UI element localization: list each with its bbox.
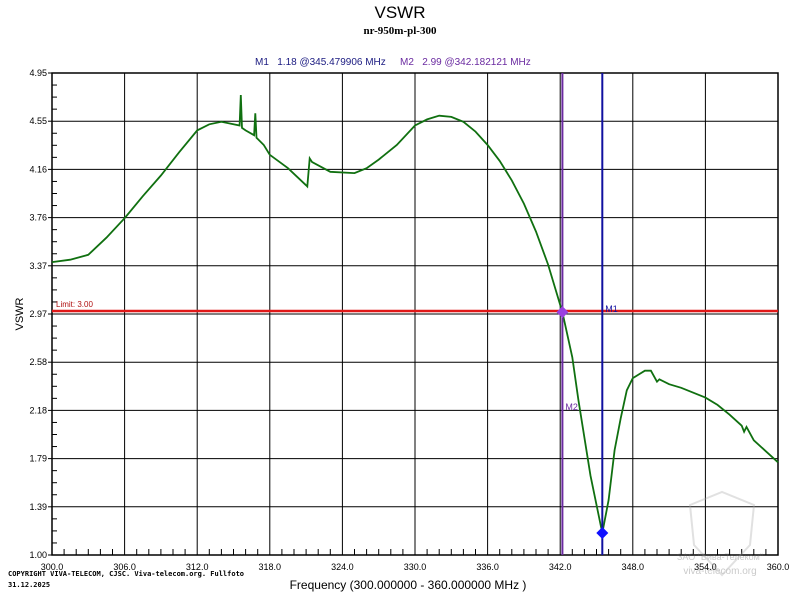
copyright-text: COPYRIGHT VIVA-TELECOM, CJSC. Viva-telec… bbox=[8, 570, 244, 578]
x-tick-label: 336.0 bbox=[476, 562, 499, 572]
x-tick-label: 330.0 bbox=[404, 562, 427, 572]
y-axis-label: VSWR bbox=[14, 297, 26, 330]
watermark-shield-icon bbox=[688, 490, 756, 577]
x-tick-label: 342.0 bbox=[549, 562, 572, 572]
marker-readout-m1: M1 1.18 @345.479906 MHz bbox=[255, 57, 386, 68]
marker-readout-m2: M2 2.99 @342.182121 MHz bbox=[400, 57, 531, 68]
x-tick-label: 324.0 bbox=[331, 562, 354, 572]
date-text: 31.12.2025 bbox=[8, 581, 50, 589]
y-tick-label: 2.18 bbox=[29, 405, 47, 415]
x-tick-label: 318.0 bbox=[259, 562, 282, 572]
y-tick-label: 3.37 bbox=[29, 261, 47, 271]
x-tick-label: 360.0 bbox=[767, 562, 790, 572]
y-tick-label: 1.39 bbox=[29, 502, 47, 512]
marker-point-m2 bbox=[556, 306, 569, 319]
series-vswr bbox=[51, 94, 779, 534]
marker-point-m1 bbox=[596, 527, 609, 540]
x-tick-label: 348.0 bbox=[622, 562, 645, 572]
markers: M1 M2 bbox=[556, 73, 618, 555]
watermark-company: ЗАО "Вива-Телеком" bbox=[677, 552, 763, 562]
chart-title: VSWR bbox=[375, 3, 426, 22]
y-tick-label: 4.55 bbox=[29, 116, 47, 126]
x-tick-label: 354.0 bbox=[694, 562, 717, 572]
marker-label-m1: M1 bbox=[605, 304, 618, 314]
y-tick-label: 3.76 bbox=[29, 213, 47, 223]
y-tick-label: 2.97 bbox=[29, 309, 47, 319]
y-tick-label: 2.58 bbox=[29, 357, 47, 367]
marker-label-m2: M2 bbox=[565, 402, 578, 412]
y-tick-label: 4.16 bbox=[29, 164, 47, 174]
limit-line: Limit: 3.00 bbox=[52, 300, 778, 313]
y-tick-label: 1.00 bbox=[29, 550, 47, 560]
series-line-vswr bbox=[51, 94, 779, 534]
x-axis-label: Frequency (300.000000 - 360.000000 MHz ) bbox=[290, 578, 527, 592]
y-tick-label: 4.95 bbox=[29, 68, 47, 78]
x-tick-label: 312.0 bbox=[186, 562, 209, 572]
limit-label: Limit: 3.00 bbox=[56, 300, 93, 309]
x-tick-label: 300.0 bbox=[41, 562, 64, 572]
watermark: ЗАО "Вива-Телеком" viva-telecom.org bbox=[677, 490, 763, 577]
axis-ticks: 300.0 306.0 312.0 318.0 324.0 330.0 336.0 342.0… bbox=[29, 68, 789, 572]
x-tick-label: 306.0 bbox=[113, 562, 136, 572]
chart-subtitle: nr-950m-pl-300 bbox=[364, 25, 437, 37]
grid bbox=[51, 72, 779, 556]
y-tick-label: 1.79 bbox=[29, 454, 47, 464]
watermark-site: viva-telecom.org bbox=[683, 566, 756, 577]
